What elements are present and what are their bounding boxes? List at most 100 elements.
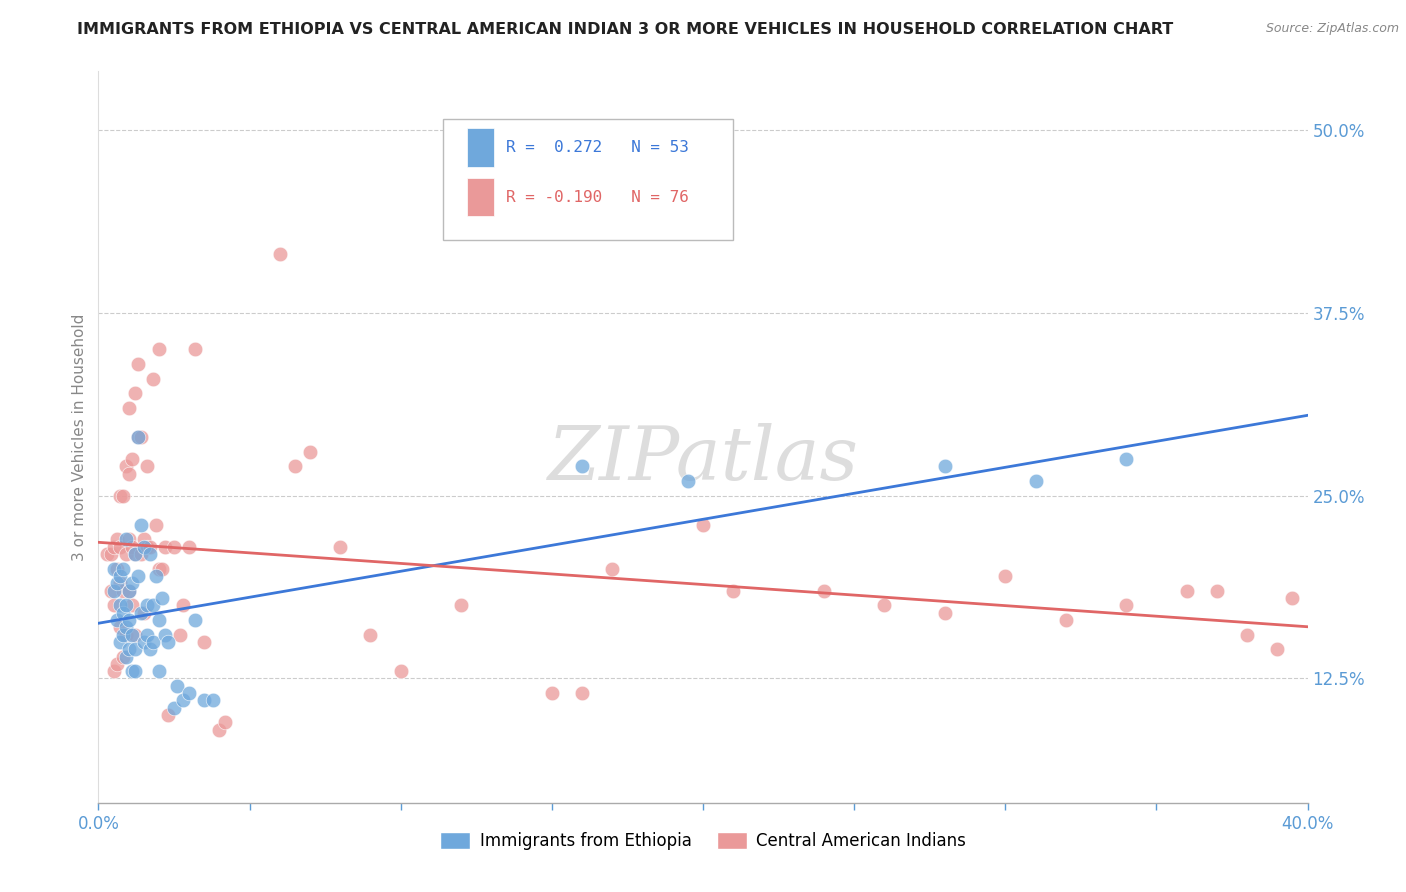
Point xyxy=(169,627,191,641)
Point xyxy=(994,569,1017,583)
Point xyxy=(135,459,157,474)
Text: R =  0.272   N = 53: R = 0.272 N = 53 xyxy=(506,140,689,155)
Point xyxy=(127,430,149,444)
Point xyxy=(114,547,136,561)
Text: IMMIGRANTS FROM ETHIOPIA VS CENTRAL AMERICAN INDIAN 3 OR MORE VEHICLES IN HOUSEH: IMMIGRANTS FROM ETHIOPIA VS CENTRAL AMER… xyxy=(77,22,1174,37)
Point xyxy=(118,533,141,547)
Point xyxy=(1281,591,1303,605)
Point xyxy=(184,613,207,627)
Point xyxy=(108,569,131,583)
Point xyxy=(571,686,593,700)
Point xyxy=(139,540,162,554)
Point xyxy=(121,599,143,613)
Point xyxy=(873,599,896,613)
Text: ZIPatlas: ZIPatlas xyxy=(547,423,859,495)
Point xyxy=(118,467,141,481)
Point xyxy=(111,649,134,664)
Point xyxy=(142,371,165,385)
Point xyxy=(1267,642,1289,657)
Point xyxy=(269,247,291,261)
Point xyxy=(121,452,143,467)
Point xyxy=(124,547,146,561)
Point xyxy=(124,627,146,641)
Point xyxy=(114,533,136,547)
Point xyxy=(121,540,143,554)
Point xyxy=(179,540,201,554)
Point xyxy=(105,533,128,547)
Point xyxy=(139,642,162,657)
Point xyxy=(172,599,194,613)
Point xyxy=(179,686,201,700)
Point xyxy=(118,583,141,598)
Point xyxy=(129,430,152,444)
Point xyxy=(148,613,170,627)
Point xyxy=(135,540,157,554)
Point xyxy=(103,583,125,598)
Point xyxy=(127,569,149,583)
Point xyxy=(450,599,472,613)
Point xyxy=(676,474,699,488)
Point xyxy=(142,635,165,649)
Y-axis label: 3 or more Vehicles in Household: 3 or more Vehicles in Household xyxy=(72,313,87,561)
Point xyxy=(193,635,215,649)
Point xyxy=(103,540,125,554)
Point xyxy=(100,547,122,561)
Point xyxy=(172,693,194,707)
Point xyxy=(156,635,179,649)
Point xyxy=(121,627,143,641)
Point xyxy=(118,583,141,598)
Point xyxy=(111,627,134,641)
FancyBboxPatch shape xyxy=(467,178,494,217)
Point xyxy=(129,547,152,561)
Point xyxy=(129,517,152,532)
Point xyxy=(571,459,593,474)
Point xyxy=(145,569,167,583)
Point xyxy=(124,547,146,561)
Point xyxy=(193,693,215,707)
Point xyxy=(132,540,155,554)
Point xyxy=(114,627,136,641)
Point xyxy=(108,620,131,634)
Point xyxy=(135,627,157,641)
Point xyxy=(153,627,176,641)
Point xyxy=(284,459,307,474)
Point xyxy=(124,642,146,657)
Point xyxy=(142,599,165,613)
Point xyxy=(132,606,155,620)
Point xyxy=(166,679,188,693)
Point xyxy=(148,562,170,576)
Point xyxy=(103,562,125,576)
Point xyxy=(1024,474,1046,488)
Point xyxy=(114,459,136,474)
Point xyxy=(124,664,146,678)
Point xyxy=(105,613,128,627)
Point xyxy=(184,343,207,357)
Point xyxy=(150,591,173,605)
Point xyxy=(1175,583,1198,598)
Point xyxy=(114,649,136,664)
Point xyxy=(329,540,352,554)
Point xyxy=(114,599,136,613)
Point xyxy=(100,583,122,598)
Point xyxy=(139,547,162,561)
Point xyxy=(214,715,236,730)
Point xyxy=(299,444,322,458)
Point xyxy=(105,657,128,671)
Point xyxy=(118,642,141,657)
Point xyxy=(1115,599,1137,613)
Point xyxy=(163,700,186,714)
Point xyxy=(111,489,134,503)
Point xyxy=(145,517,167,532)
FancyBboxPatch shape xyxy=(467,128,494,167)
Point xyxy=(108,576,131,591)
FancyBboxPatch shape xyxy=(443,119,734,240)
Point xyxy=(127,357,149,371)
Point xyxy=(1206,583,1229,598)
Point xyxy=(132,635,155,649)
Point xyxy=(153,540,176,554)
Point xyxy=(934,459,956,474)
Point xyxy=(389,664,412,678)
Point xyxy=(208,723,231,737)
Point xyxy=(127,430,149,444)
Point xyxy=(602,562,624,576)
